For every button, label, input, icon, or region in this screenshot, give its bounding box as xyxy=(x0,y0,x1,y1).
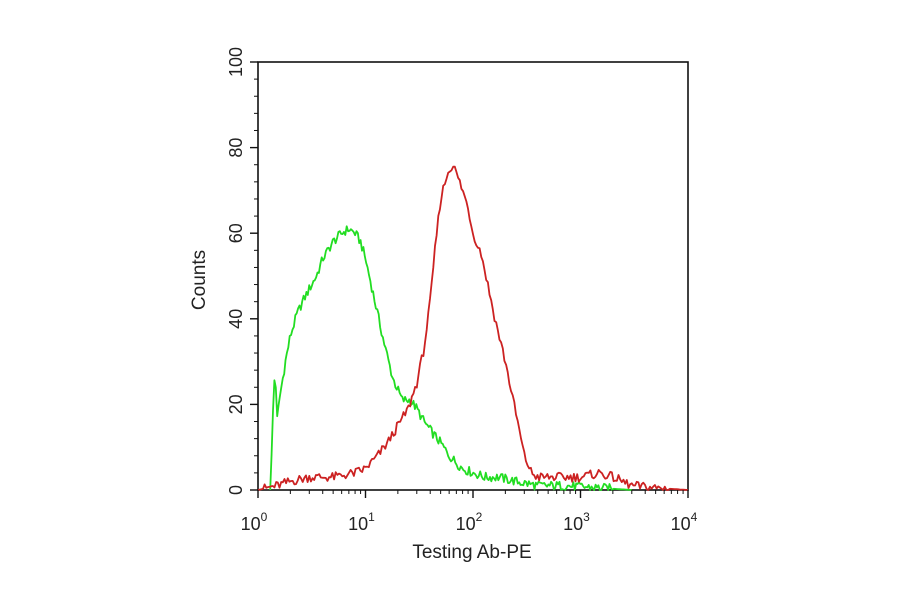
x-tick-label: 101 xyxy=(348,510,375,534)
y-tick-label: 60 xyxy=(226,223,246,243)
x-tick-label: 104 xyxy=(671,510,698,534)
y-axis-label: Counts xyxy=(189,250,210,310)
series-line-1 xyxy=(269,225,632,491)
series-line-2 xyxy=(257,165,689,491)
x-tick-label: 100 xyxy=(241,510,268,534)
y-tick-label: 100 xyxy=(226,47,246,77)
x-tick-label: 102 xyxy=(456,510,483,534)
x-tick-label: 103 xyxy=(563,510,590,534)
plot-frame xyxy=(257,61,689,491)
y-tick-label: 40 xyxy=(226,309,246,329)
series-layer xyxy=(257,165,689,491)
plot-area xyxy=(257,61,689,491)
y-tick-label: 20 xyxy=(226,394,246,414)
y-tick-label: 0 xyxy=(226,485,246,495)
y-tick-label: 80 xyxy=(226,138,246,158)
x-axis-label: Testing Ab-PE xyxy=(412,542,531,563)
